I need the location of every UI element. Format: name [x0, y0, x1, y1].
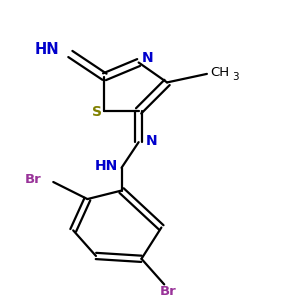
Text: HN: HN [34, 42, 59, 57]
Text: N: N [146, 134, 157, 148]
Text: HN: HN [94, 159, 118, 173]
Text: 3: 3 [232, 72, 239, 82]
Text: Br: Br [160, 285, 177, 298]
Text: N: N [141, 51, 153, 65]
Text: CH: CH [210, 66, 229, 79]
Text: S: S [92, 105, 102, 119]
Text: Br: Br [25, 173, 42, 186]
